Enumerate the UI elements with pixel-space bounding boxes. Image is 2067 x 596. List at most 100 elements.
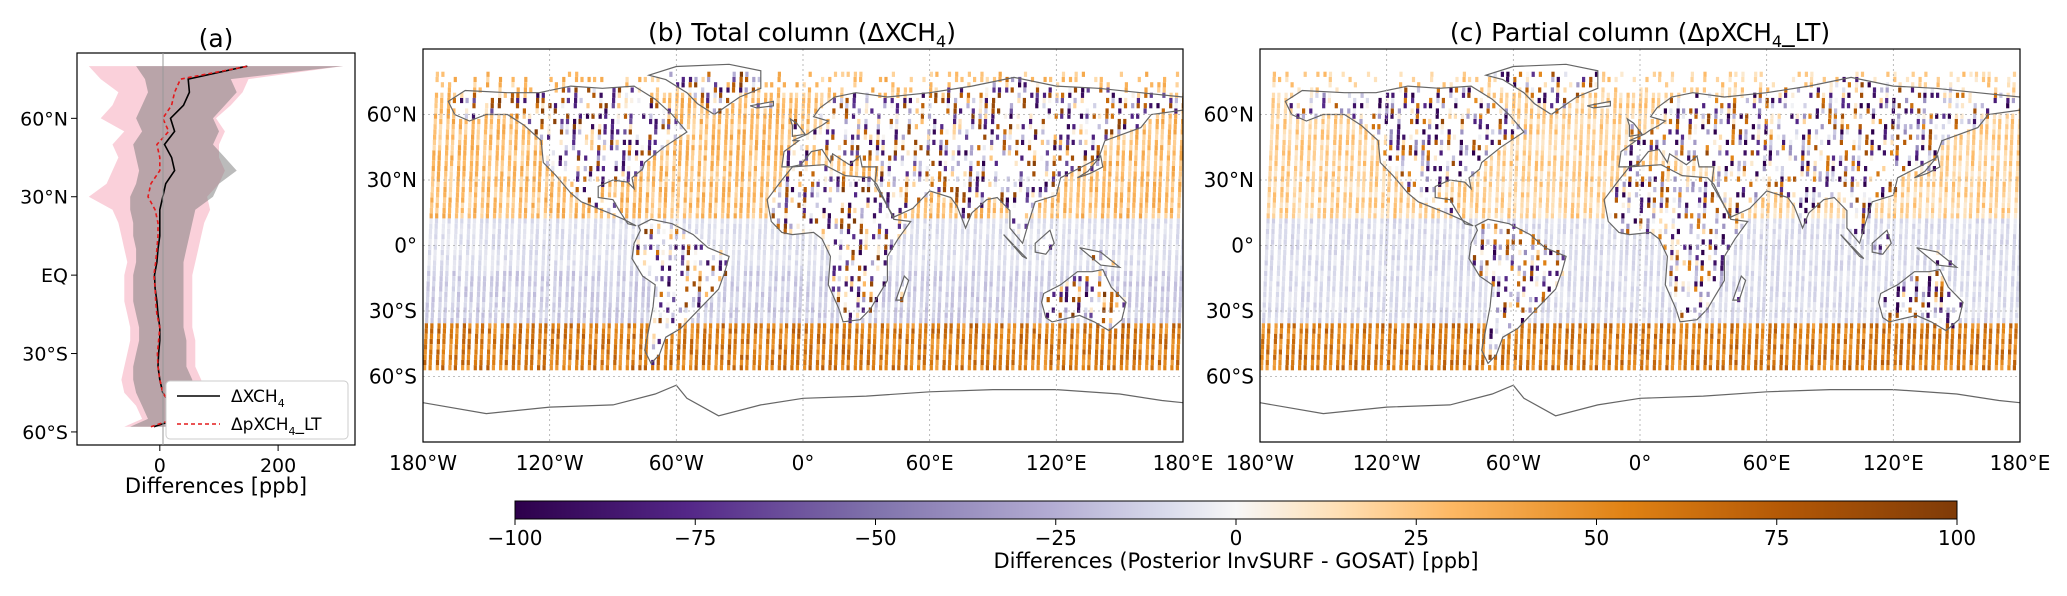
data-cell bbox=[659, 192, 662, 197]
data-cell bbox=[1061, 266, 1064, 271]
data-cell bbox=[479, 360, 482, 365]
data-cell bbox=[698, 292, 701, 297]
data-cell bbox=[803, 198, 806, 203]
data-cell bbox=[847, 344, 850, 349]
data-cell bbox=[895, 281, 898, 286]
data-cell bbox=[597, 150, 600, 155]
data-cell bbox=[1101, 224, 1104, 229]
data-cell bbox=[733, 229, 736, 234]
data-cell bbox=[766, 187, 769, 192]
data-cell bbox=[588, 365, 591, 370]
data-cell bbox=[666, 302, 669, 307]
data-cell bbox=[689, 208, 692, 213]
data-cell bbox=[999, 229, 1002, 234]
data-cell bbox=[1073, 266, 1076, 271]
data-cell bbox=[523, 108, 526, 113]
data-cell bbox=[947, 260, 950, 265]
data-cell bbox=[458, 276, 461, 281]
data-cell bbox=[474, 77, 477, 82]
data-cell bbox=[451, 140, 454, 145]
data-cell bbox=[966, 250, 969, 255]
data-cell bbox=[535, 245, 538, 250]
data-cell bbox=[740, 198, 743, 203]
data-cell bbox=[741, 329, 744, 334]
data-cell bbox=[505, 365, 508, 370]
data-cell bbox=[434, 119, 437, 124]
data-cell bbox=[1078, 276, 1081, 281]
data-cell bbox=[794, 287, 797, 292]
data-cell bbox=[600, 93, 603, 98]
data-cell bbox=[898, 344, 901, 349]
data-cell bbox=[515, 124, 518, 129]
data-cell bbox=[938, 302, 941, 307]
data-cell bbox=[493, 334, 496, 339]
data-cell bbox=[494, 192, 497, 197]
data-cell bbox=[1014, 292, 1017, 297]
data-cell bbox=[583, 302, 586, 307]
data-cell bbox=[987, 213, 990, 218]
data-cell bbox=[746, 218, 749, 223]
data-cell bbox=[1085, 119, 1088, 124]
data-cell bbox=[498, 98, 501, 103]
data-cell bbox=[709, 334, 712, 339]
data-cell bbox=[556, 224, 559, 229]
data-cell bbox=[885, 349, 888, 354]
data-cell bbox=[980, 365, 983, 370]
data-cell bbox=[786, 177, 789, 182]
data-cell bbox=[444, 171, 447, 176]
data-cell bbox=[430, 213, 433, 218]
data-cell bbox=[658, 203, 661, 208]
data-cell bbox=[489, 145, 492, 150]
y-tick-label: 30°N bbox=[20, 187, 68, 209]
data-cell bbox=[612, 218, 615, 223]
data-cell bbox=[484, 260, 487, 265]
data-cell bbox=[625, 98, 628, 103]
data-cell bbox=[912, 323, 915, 328]
data-cell bbox=[970, 302, 973, 307]
data-cell bbox=[499, 82, 502, 87]
data-cell bbox=[762, 276, 765, 281]
data-cell bbox=[768, 140, 771, 145]
data-cell bbox=[1082, 203, 1085, 208]
data-cell bbox=[536, 103, 539, 108]
data-cell bbox=[1017, 229, 1020, 234]
data-cell bbox=[500, 355, 503, 360]
data-cell bbox=[443, 323, 446, 328]
data-cell bbox=[1013, 334, 1016, 339]
data-cell bbox=[834, 360, 837, 365]
data-cell bbox=[1088, 349, 1091, 354]
data-cell bbox=[845, 276, 848, 281]
data-cell bbox=[733, 72, 736, 77]
data-cell bbox=[756, 287, 759, 292]
data-cell bbox=[1004, 229, 1007, 234]
data-cell bbox=[683, 213, 686, 218]
data-cell bbox=[473, 93, 476, 98]
data-cell bbox=[778, 349, 781, 354]
data-cell bbox=[774, 281, 777, 286]
data-cell bbox=[1098, 281, 1101, 286]
data-cell bbox=[631, 87, 634, 92]
data-cell bbox=[818, 323, 821, 328]
data-cell bbox=[1043, 213, 1046, 218]
data-cell bbox=[1032, 187, 1035, 192]
data-cell bbox=[924, 334, 927, 339]
data-cell bbox=[583, 308, 586, 313]
data-cell bbox=[908, 119, 911, 124]
data-cell bbox=[634, 297, 637, 302]
data-cell bbox=[609, 297, 612, 302]
data-cell bbox=[614, 355, 617, 360]
data-cell bbox=[960, 93, 963, 98]
data-cell bbox=[483, 161, 486, 166]
data-cell bbox=[648, 135, 651, 140]
data-cell bbox=[1044, 349, 1047, 354]
data-cell bbox=[932, 313, 935, 318]
data-cell bbox=[484, 124, 487, 129]
data-cell bbox=[678, 156, 681, 161]
data-cell bbox=[502, 140, 505, 145]
data-cell bbox=[982, 171, 985, 176]
data-cell bbox=[1094, 365, 1097, 370]
data-cell bbox=[440, 266, 443, 271]
data-cell bbox=[725, 129, 728, 134]
data-cell bbox=[957, 323, 960, 328]
data-cell bbox=[573, 239, 576, 244]
